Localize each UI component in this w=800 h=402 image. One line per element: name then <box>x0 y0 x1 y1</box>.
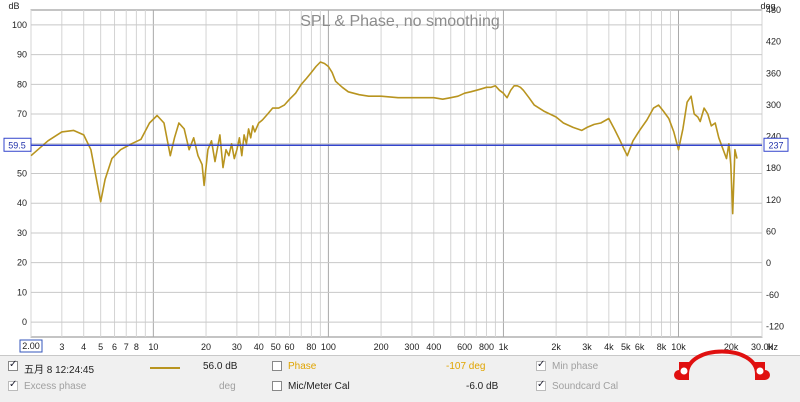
cursor-y-label: 59.5 <box>8 140 26 150</box>
x-tick-label: 6k <box>635 342 645 352</box>
x-tick-label: 200 <box>374 342 389 352</box>
measurement-color-swatch[interactable] <box>150 367 180 369</box>
y-tick-label: 90 <box>17 50 27 60</box>
y2-tick-label: 240 <box>766 132 781 142</box>
y2-tick-label: 300 <box>766 100 781 110</box>
chart-grid <box>30 9 763 338</box>
x-tick-label: 20k <box>724 342 739 352</box>
y2-tick-label: 60 <box>766 227 776 237</box>
y-tick-label: 70 <box>17 109 27 119</box>
x-tick-label: 10k <box>671 342 686 352</box>
x-tick-label: 40 <box>254 342 264 352</box>
mic-cal-label[interactable]: Mic/Meter Cal <box>288 381 350 392</box>
x-tick-label: 60 <box>285 342 295 352</box>
x-tick-label: 30.0k <box>751 342 774 352</box>
x-tick-label: 100 <box>321 342 336 352</box>
soundcard-cal-checkbox[interactable] <box>536 379 546 391</box>
x-tick-label: 800 <box>479 342 494 352</box>
y2-tick-label: 480 <box>766 5 781 15</box>
mic-cal-value: -6.0 dB <box>466 381 499 392</box>
spl-phase-chart: SPL & Phase, no smoothing dB deg Hz 0 10 2… <box>3 1 789 353</box>
y2-axis-ticks: -120 -60 0 60 120 180 240 300 360 420 480 <box>766 5 784 331</box>
y-axis-ticks: 0102030405060708090100 <box>12 20 27 327</box>
min-phase-label[interactable]: Min phase <box>552 361 599 372</box>
y-unit-label: dB <box>8 1 19 11</box>
y-tick-label: 20 <box>17 258 27 268</box>
legend-row-2: Excess phase deg Mic/Meter Cal -6.0 dB S… <box>0 378 800 398</box>
headphone-logo-icon <box>674 349 770 380</box>
min-phase-checkbox[interactable] <box>536 359 546 371</box>
y2-tick-label: 360 <box>766 68 781 78</box>
excess-phase-unit: deg <box>219 381 236 392</box>
cursor-left-box <box>3 137 32 152</box>
y2-tick-label: 0 <box>766 258 771 268</box>
x-tick-label: 6 <box>112 342 117 352</box>
x-tick-label: 5 <box>98 342 103 352</box>
x-tick-label: 30 <box>232 342 242 352</box>
legend-panel: 五月 8 12:24:45 56.0 dB Phase -107 deg Min… <box>0 349 800 402</box>
x-axis-ticks: 3 4 5 6 7 8 10 20 30 40 50 60 80 100 200 300 400 600 800 1k… <box>19 339 774 353</box>
phase-label[interactable]: Phase <box>288 361 317 372</box>
x-tick-label: 2k <box>551 342 561 352</box>
y2-unit-label: deg <box>760 1 775 11</box>
y2-tick-label: -60 <box>766 290 779 300</box>
measurement-value: 56.0 dB <box>203 361 238 372</box>
x-tick-label: 7 <box>124 342 129 352</box>
y2-tick-label: 420 <box>766 37 781 47</box>
x-tick-label: 10 <box>148 342 158 352</box>
y2-tick-label: -120 <box>766 321 784 331</box>
excess-phase-label[interactable]: Excess phase <box>24 381 87 392</box>
x-tick-label: 300 <box>404 342 419 352</box>
chart-title: SPL & Phase, no smoothing <box>300 13 500 30</box>
x-tick-label: 8 <box>134 342 139 352</box>
phase-checkbox[interactable] <box>272 361 282 371</box>
y2-tick-label: 120 <box>766 195 781 205</box>
x-tick-label: 5k <box>621 342 631 352</box>
phase-value: -107 deg <box>446 361 486 372</box>
cursor-layer[interactable]: 59.5 237 <box>3 137 789 152</box>
y-tick-label: 80 <box>17 79 27 89</box>
legend-row-1: 五月 8 12:24:45 56.0 dB Phase -107 deg Min… <box>0 358 800 378</box>
mic-cal-checkbox[interactable] <box>272 381 282 391</box>
x-tick-label: 8k <box>657 342 667 352</box>
measurement-label[interactable]: 五月 8 12:24:45 <box>24 365 95 376</box>
measurement-checkbox[interactable] <box>8 359 18 371</box>
y-tick-label: 40 <box>17 198 27 208</box>
soundcard-cal-label[interactable]: Soundcard Cal <box>552 381 619 392</box>
x-tick-label: 4k <box>604 342 614 352</box>
x-unit-label: Hz <box>767 342 778 352</box>
x-start-box <box>19 339 43 353</box>
x-start-label: 2.00 <box>22 341 40 351</box>
cursor-y2-label: 237 <box>768 140 783 150</box>
y-tick-label: 50 <box>17 169 27 179</box>
excess-phase-checkbox[interactable] <box>8 379 18 391</box>
series-layer <box>30 61 738 215</box>
x-tick-label: 400 <box>426 342 441 352</box>
x-tick-label: 20 <box>201 342 211 352</box>
x-tick-label: 50 <box>271 342 281 352</box>
y-tick-label: 10 <box>17 287 27 297</box>
x-tick-label: 1k <box>499 342 509 352</box>
spl-series-line <box>30 61 738 215</box>
cursor-right-box <box>763 137 789 152</box>
y-tick-label: 30 <box>17 228 27 238</box>
x-tick-label: 4 <box>81 342 86 352</box>
x-tick-label: 3k <box>582 342 592 352</box>
y-tick-label: 0 <box>22 317 27 327</box>
y2-tick-label: 180 <box>766 163 781 173</box>
y-tick-label: 100 <box>12 20 27 30</box>
x-tick-label: 3 <box>59 342 64 352</box>
x-tick-label: 600 <box>457 342 472 352</box>
x-tick-label: 80 <box>306 342 316 352</box>
